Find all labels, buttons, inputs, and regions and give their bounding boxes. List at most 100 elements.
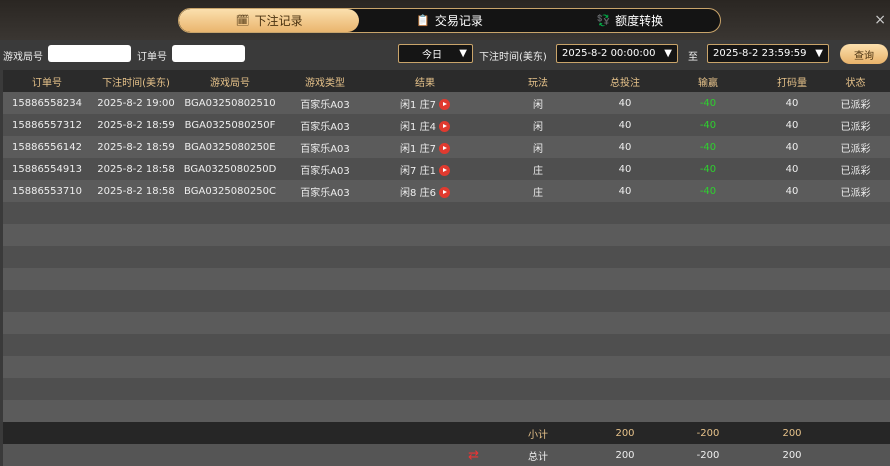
cell [279,400,371,422]
cell [821,246,890,268]
cell [279,356,371,378]
cell [3,290,91,312]
cell [653,334,763,356]
table-row: 15886557312 2025-8-2 18:59 BGA0325080250F 百… [3,114,890,136]
cell [3,334,91,356]
cell [181,246,279,268]
dropdown-icon: ▼ [459,48,467,59]
cell: -40 [653,180,763,202]
cell: 2025-8-2 18:58 [91,180,181,202]
cell [279,224,371,246]
cell: 百家乐A03 [279,136,371,158]
cell [479,334,597,356]
cell [763,290,821,312]
cell [653,378,763,400]
empty-row [3,268,890,290]
cell: 已派彩 [821,180,890,202]
cell: 2025-8-2 19:00 [91,92,181,114]
cell: 15886558234 [3,92,91,114]
cell [763,224,821,246]
cell [279,422,371,444]
cell [279,444,371,466]
cell [91,356,181,378]
order-input[interactable] [172,45,245,62]
round-input[interactable] [48,45,131,62]
cell [653,400,763,422]
play-replay-icon[interactable] [438,165,450,176]
cell [763,356,821,378]
table-row: 15886553710 2025-8-2 18:58 BGA0325080250C 百… [3,180,890,202]
table-row: 15886556142 2025-8-2 18:59 BGA0325080250E 百… [3,136,890,158]
play-replay-icon[interactable] [438,99,450,110]
cell [279,246,371,268]
cell [479,268,597,290]
end-time-value: 2025-8-2 23:59:59 [713,48,807,59]
cell [763,378,821,400]
cell: 百家乐A03 [279,114,371,136]
cell [91,246,181,268]
tab-0[interactable]: 🗓 下注记录 [179,9,360,32]
cell [821,312,890,334]
start-time-select[interactable]: 2025-8-2 00:00:00 ▼ [556,44,678,63]
period-select[interactable]: 今日 ▼ [398,44,473,63]
empty-row [3,334,890,356]
refresh-icon[interactable]: ⇄ [468,447,479,463]
tab-1[interactable]: 📋 交易记录 [359,9,539,32]
cell [597,378,653,400]
column-header: 游戏类型 [279,70,371,92]
cell [821,444,890,466]
cell [3,312,91,334]
column-header: 状态 [821,70,890,92]
play-replay-icon[interactable] [438,143,450,154]
cell [181,312,279,334]
cell [479,290,597,312]
tab-2[interactable]: 💱 额度转换 [540,9,720,32]
cell [653,246,763,268]
cell [3,422,91,444]
cell: 已派彩 [821,158,890,180]
to-label: 至 [688,52,698,63]
play-replay-icon[interactable] [438,187,450,198]
query-button[interactable]: 查询 [840,44,888,64]
cell [597,202,653,224]
cell: 百家乐A03 [279,158,371,180]
empty-row [3,246,890,268]
cell [597,268,653,290]
cell [763,400,821,422]
cell [479,202,597,224]
dropdown-icon: ▼ [664,48,672,59]
cell: 已派彩 [821,92,890,114]
cell: BGA0325080250D [181,158,279,180]
empty-row [3,378,890,400]
cell [371,290,479,312]
column-header: 结果 [371,70,479,92]
cell: 已派彩 [821,114,890,136]
cell: -40 [653,158,763,180]
empty-row [3,400,890,422]
end-time-select[interactable]: 2025-8-2 23:59:59 ▼ [707,44,829,63]
cell: 40 [763,180,821,202]
order-label: 订单号 [137,52,167,63]
cell: 庄 [479,180,597,202]
cell [653,290,763,312]
cell [763,268,821,290]
cell [91,312,181,334]
time-label: 下注时间(美东) [479,52,547,63]
cell [597,290,653,312]
cell [181,268,279,290]
cell [181,202,279,224]
cell: 闲1 庄7 [371,92,479,114]
header-bar: 🗓 下注记录 📋 交易记录 💱 额度转换 × [0,0,890,40]
cell [763,312,821,334]
cell [181,334,279,356]
cell [597,400,653,422]
cell: BGA03250802510 [181,92,279,114]
cell: -40 [653,92,763,114]
cell: 200 [763,422,821,444]
close-icon[interactable]: × [874,12,886,28]
play-replay-icon[interactable] [438,121,450,132]
cell [181,378,279,400]
tab-label: 下注记录 [254,14,303,28]
column-header: 游戏局号 [181,70,279,92]
cell [371,202,479,224]
